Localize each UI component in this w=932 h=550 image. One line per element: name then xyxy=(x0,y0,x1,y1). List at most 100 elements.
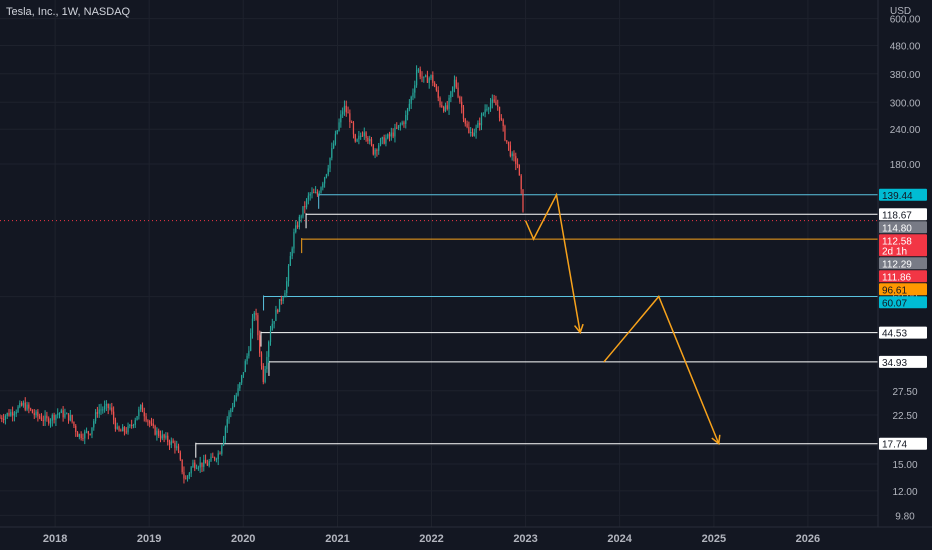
candle-body xyxy=(75,425,77,433)
candle-body xyxy=(437,90,439,98)
y-tick-label: 380.00 xyxy=(890,70,921,81)
candle-body xyxy=(484,109,486,114)
price-label-bg xyxy=(879,188,927,201)
time-axis[interactable]: 2018 2019 2020 2021 2022 2023 2024 2025 2026 xyxy=(0,526,932,550)
candle-body xyxy=(516,163,519,165)
candle-body xyxy=(278,299,281,312)
candle-body xyxy=(192,462,194,468)
candle-body xyxy=(60,410,62,413)
candle-body xyxy=(87,431,89,434)
y-tick-label: 300.00 xyxy=(890,98,921,109)
candle-body xyxy=(6,412,8,416)
candle-body xyxy=(33,413,35,416)
x-tick-label: 2019 xyxy=(137,533,161,545)
candle-body xyxy=(309,193,311,196)
candle-body xyxy=(167,435,169,442)
candle-body xyxy=(206,463,209,466)
candle-body xyxy=(122,427,124,432)
candle-body xyxy=(257,315,259,336)
candle-body xyxy=(273,321,275,324)
candle-body xyxy=(406,108,409,116)
candle-body xyxy=(159,435,162,439)
candle-body xyxy=(141,404,144,413)
candle-body xyxy=(433,82,436,87)
candle-body xyxy=(161,434,163,439)
projection-arrows xyxy=(524,192,721,446)
candle-body xyxy=(397,125,400,129)
candle-body xyxy=(432,75,434,83)
candle-body xyxy=(197,467,200,469)
candle-body xyxy=(176,446,178,448)
price-label: 118.67 xyxy=(882,210,912,221)
y-tick-label: 480.00 xyxy=(890,42,921,53)
candle-body xyxy=(268,341,270,357)
candle-body xyxy=(323,177,326,184)
candle-body xyxy=(322,183,324,188)
candle-body xyxy=(17,406,19,413)
price-label-countdown: 2d 1h xyxy=(882,246,907,257)
candle-body xyxy=(82,438,84,440)
candle-body xyxy=(232,406,234,410)
candle-body xyxy=(369,139,371,142)
candle-body xyxy=(174,442,176,448)
candle-body xyxy=(378,145,380,151)
price-label: 17.74 xyxy=(882,440,907,451)
projection-path xyxy=(524,192,581,333)
candle-body xyxy=(118,426,120,431)
x-tick-label: 2025 xyxy=(702,533,726,545)
candle-body xyxy=(349,113,351,123)
candle-body xyxy=(58,412,61,414)
candle-body xyxy=(185,478,187,480)
candle-body xyxy=(260,353,263,366)
candle-body xyxy=(367,137,369,142)
candle-body xyxy=(136,416,138,421)
candle-body xyxy=(363,132,365,136)
price-label-bg xyxy=(879,296,927,309)
candle-body xyxy=(332,144,335,149)
candle-body xyxy=(208,461,210,466)
candle-body xyxy=(51,414,53,421)
candle-body xyxy=(94,412,97,422)
candle-body xyxy=(343,105,346,112)
candle-body xyxy=(448,97,450,109)
candle-body xyxy=(181,459,183,473)
x-tick-label: 2023 xyxy=(513,533,537,545)
candle-body xyxy=(515,156,517,164)
candle-body xyxy=(414,85,416,93)
candle-body xyxy=(10,412,12,416)
x-tick-label: 2024 xyxy=(607,533,632,545)
candle-body xyxy=(0,417,1,419)
candle-body xyxy=(360,135,362,137)
candle-body xyxy=(40,417,43,421)
candle-body xyxy=(125,431,127,433)
candle-body xyxy=(500,117,502,120)
candle-body xyxy=(504,126,506,141)
candle-body xyxy=(93,421,95,428)
candle-body xyxy=(412,92,414,97)
candle-body xyxy=(186,475,189,479)
candle-body xyxy=(493,99,495,102)
candle-body xyxy=(282,297,284,301)
time-axis-bg xyxy=(0,527,932,550)
candle-body xyxy=(356,139,358,142)
candle-body xyxy=(439,97,441,106)
x-tick-label: 2022 xyxy=(419,533,443,545)
price-label-bg xyxy=(879,437,927,450)
candle-body xyxy=(302,206,304,217)
y-tick-label: 9.80 xyxy=(895,511,915,522)
candle-body xyxy=(170,440,172,445)
candle-body xyxy=(383,137,385,144)
candle-body xyxy=(147,420,149,422)
candle-body xyxy=(84,431,86,439)
candle-body xyxy=(250,332,252,351)
candle-body xyxy=(419,69,421,77)
y-tick-label: 240.00 xyxy=(890,125,921,136)
candle-body xyxy=(334,133,337,145)
candle-body xyxy=(111,407,113,412)
candle-body xyxy=(239,382,241,389)
candle-body xyxy=(446,105,448,109)
candle-body xyxy=(352,122,355,135)
candle-body xyxy=(224,427,227,438)
candle-body xyxy=(379,139,382,146)
